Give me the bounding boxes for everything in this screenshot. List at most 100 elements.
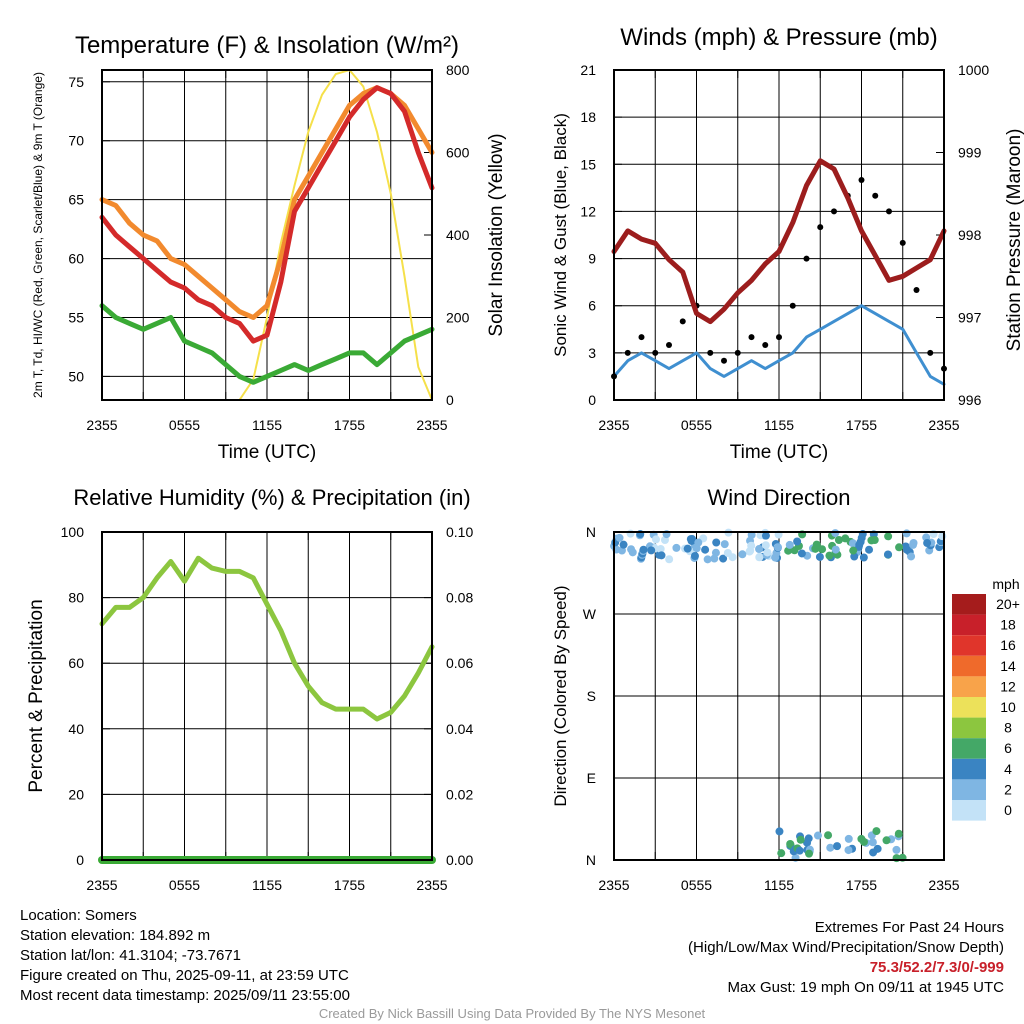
y-tick-label: 9	[588, 251, 596, 267]
gust-point	[707, 349, 714, 356]
chart-title: Winds (mph) & Pressure (mb)	[620, 24, 937, 51]
plot-border	[613, 531, 945, 861]
gust-point	[721, 357, 727, 364]
direction-point	[844, 846, 853, 855]
gust-point	[652, 349, 659, 356]
direction-point	[763, 548, 772, 557]
direction-point	[833, 842, 842, 851]
humidity-line	[99, 555, 435, 722]
direction-point	[656, 545, 665, 554]
direction-point	[615, 533, 624, 542]
direction-point	[755, 553, 764, 562]
direction-point	[909, 538, 918, 547]
gust-point	[666, 342, 672, 348]
direction-point	[683, 544, 692, 553]
y-axis-label: 2m T, Td, HI/WC (Red, Green, Scarlet/Blu…	[31, 72, 45, 398]
legend-swatch	[952, 717, 986, 739]
direction-point	[803, 838, 812, 847]
direction-point	[872, 827, 881, 836]
y2-tick-label: 0.00	[446, 852, 473, 868]
y-tick-label: 20	[68, 786, 84, 802]
gust-point	[927, 349, 934, 356]
direction-point	[867, 536, 876, 545]
y-tick-label: 50	[68, 368, 84, 384]
direction-point	[665, 555, 674, 564]
figure-created: Figure created on Thu, 2025-09-11, at 23…	[20, 967, 349, 984]
direction-point	[938, 532, 947, 541]
extremes-subtitle: (High/Low/Max Wind/Precipitation/Snow De…	[688, 939, 1004, 956]
direction-point	[805, 849, 814, 858]
gust-point	[872, 192, 879, 199]
x-tick-label: 2355	[86, 417, 117, 433]
legend-label: 6	[1004, 740, 1012, 756]
direction-point	[865, 545, 874, 554]
direction-point	[855, 540, 864, 549]
direction-point	[712, 538, 721, 547]
y2-tick-label: 0.02	[446, 786, 473, 802]
y-tick-label: 40	[68, 721, 84, 737]
direction-point	[859, 837, 868, 846]
x-tick-label: 1755	[846, 417, 877, 433]
y2-tick-label: 800	[446, 62, 470, 78]
y2-axis-label: Solar Insolation (Yellow)	[486, 133, 507, 336]
station-info: Location: Somers Station elevation: 184.…	[20, 906, 350, 1006]
y2-tick-label: 0	[446, 392, 454, 408]
direction-point	[796, 835, 805, 844]
legend-swatch	[952, 738, 986, 759]
x-tick-label: 2355	[928, 417, 959, 433]
legend-label: 4	[1004, 761, 1012, 777]
direction-point	[647, 546, 656, 555]
station-elevation: Station elevation: 184.892 m	[20, 927, 211, 944]
direction-point	[884, 532, 893, 541]
direction-point	[711, 548, 720, 557]
direction-point	[719, 554, 728, 563]
x-tick-label: 1155	[252, 417, 282, 433]
direction-point	[701, 545, 710, 554]
extremes-values: 75.3/52.2/7.3/0/-999	[869, 959, 1004, 976]
wind-speed-line	[612, 304, 946, 386]
gust-point	[899, 239, 906, 246]
credit-line: Created By Nick Bassill Using Data Provi…	[318, 1006, 706, 1021]
chart-title: Relative Humidity (%) & Precipitation (i…	[73, 485, 470, 510]
extremes-title: Extremes For Past 24 Hours	[814, 919, 1004, 936]
legend-label: 8	[1004, 720, 1012, 736]
y2-tick-label: 200	[446, 310, 470, 326]
x-tick-label: 0555	[169, 877, 200, 893]
plot-border	[101, 531, 433, 861]
direction-point	[775, 827, 784, 836]
direction-point	[826, 843, 835, 852]
direction-point	[849, 546, 858, 555]
y-tick-label: 18	[580, 109, 596, 125]
x-tick-label: 1155	[764, 877, 794, 893]
y-tick-label: 6	[588, 298, 596, 314]
x-tick-label: 1755	[846, 877, 877, 893]
direction-point	[815, 552, 824, 561]
y2-tick-label: 0.06	[446, 655, 473, 671]
direction-point	[761, 541, 770, 550]
direction-point	[883, 550, 892, 559]
x-tick-label: 0555	[681, 417, 712, 433]
direction-point	[907, 552, 916, 561]
y-tick-label: E	[587, 770, 596, 786]
direction-point	[773, 543, 782, 552]
direction-point	[895, 543, 904, 552]
direction-point	[651, 535, 660, 544]
direction-point	[841, 534, 850, 543]
y2-tick-label: 0.08	[446, 590, 473, 606]
y-axis-label: Sonic Wind & Gust (Blue, Black)	[551, 113, 570, 357]
y-tick-label: W	[583, 606, 597, 622]
y2-tick-label: 998	[958, 227, 982, 243]
x-tick-label: 0555	[169, 417, 200, 433]
x-axis-label: Time (UTC)	[218, 442, 317, 463]
direction-point	[825, 551, 834, 560]
direction-point	[894, 829, 903, 838]
direction-point	[720, 540, 729, 549]
x-tick-label: 2355	[416, 877, 447, 893]
direction-point	[657, 551, 666, 560]
x-tick-label: 1755	[334, 417, 365, 433]
gust-point	[789, 302, 796, 309]
legend-swatch	[952, 594, 986, 615]
direction-point	[797, 549, 806, 558]
direction-point	[903, 545, 912, 554]
